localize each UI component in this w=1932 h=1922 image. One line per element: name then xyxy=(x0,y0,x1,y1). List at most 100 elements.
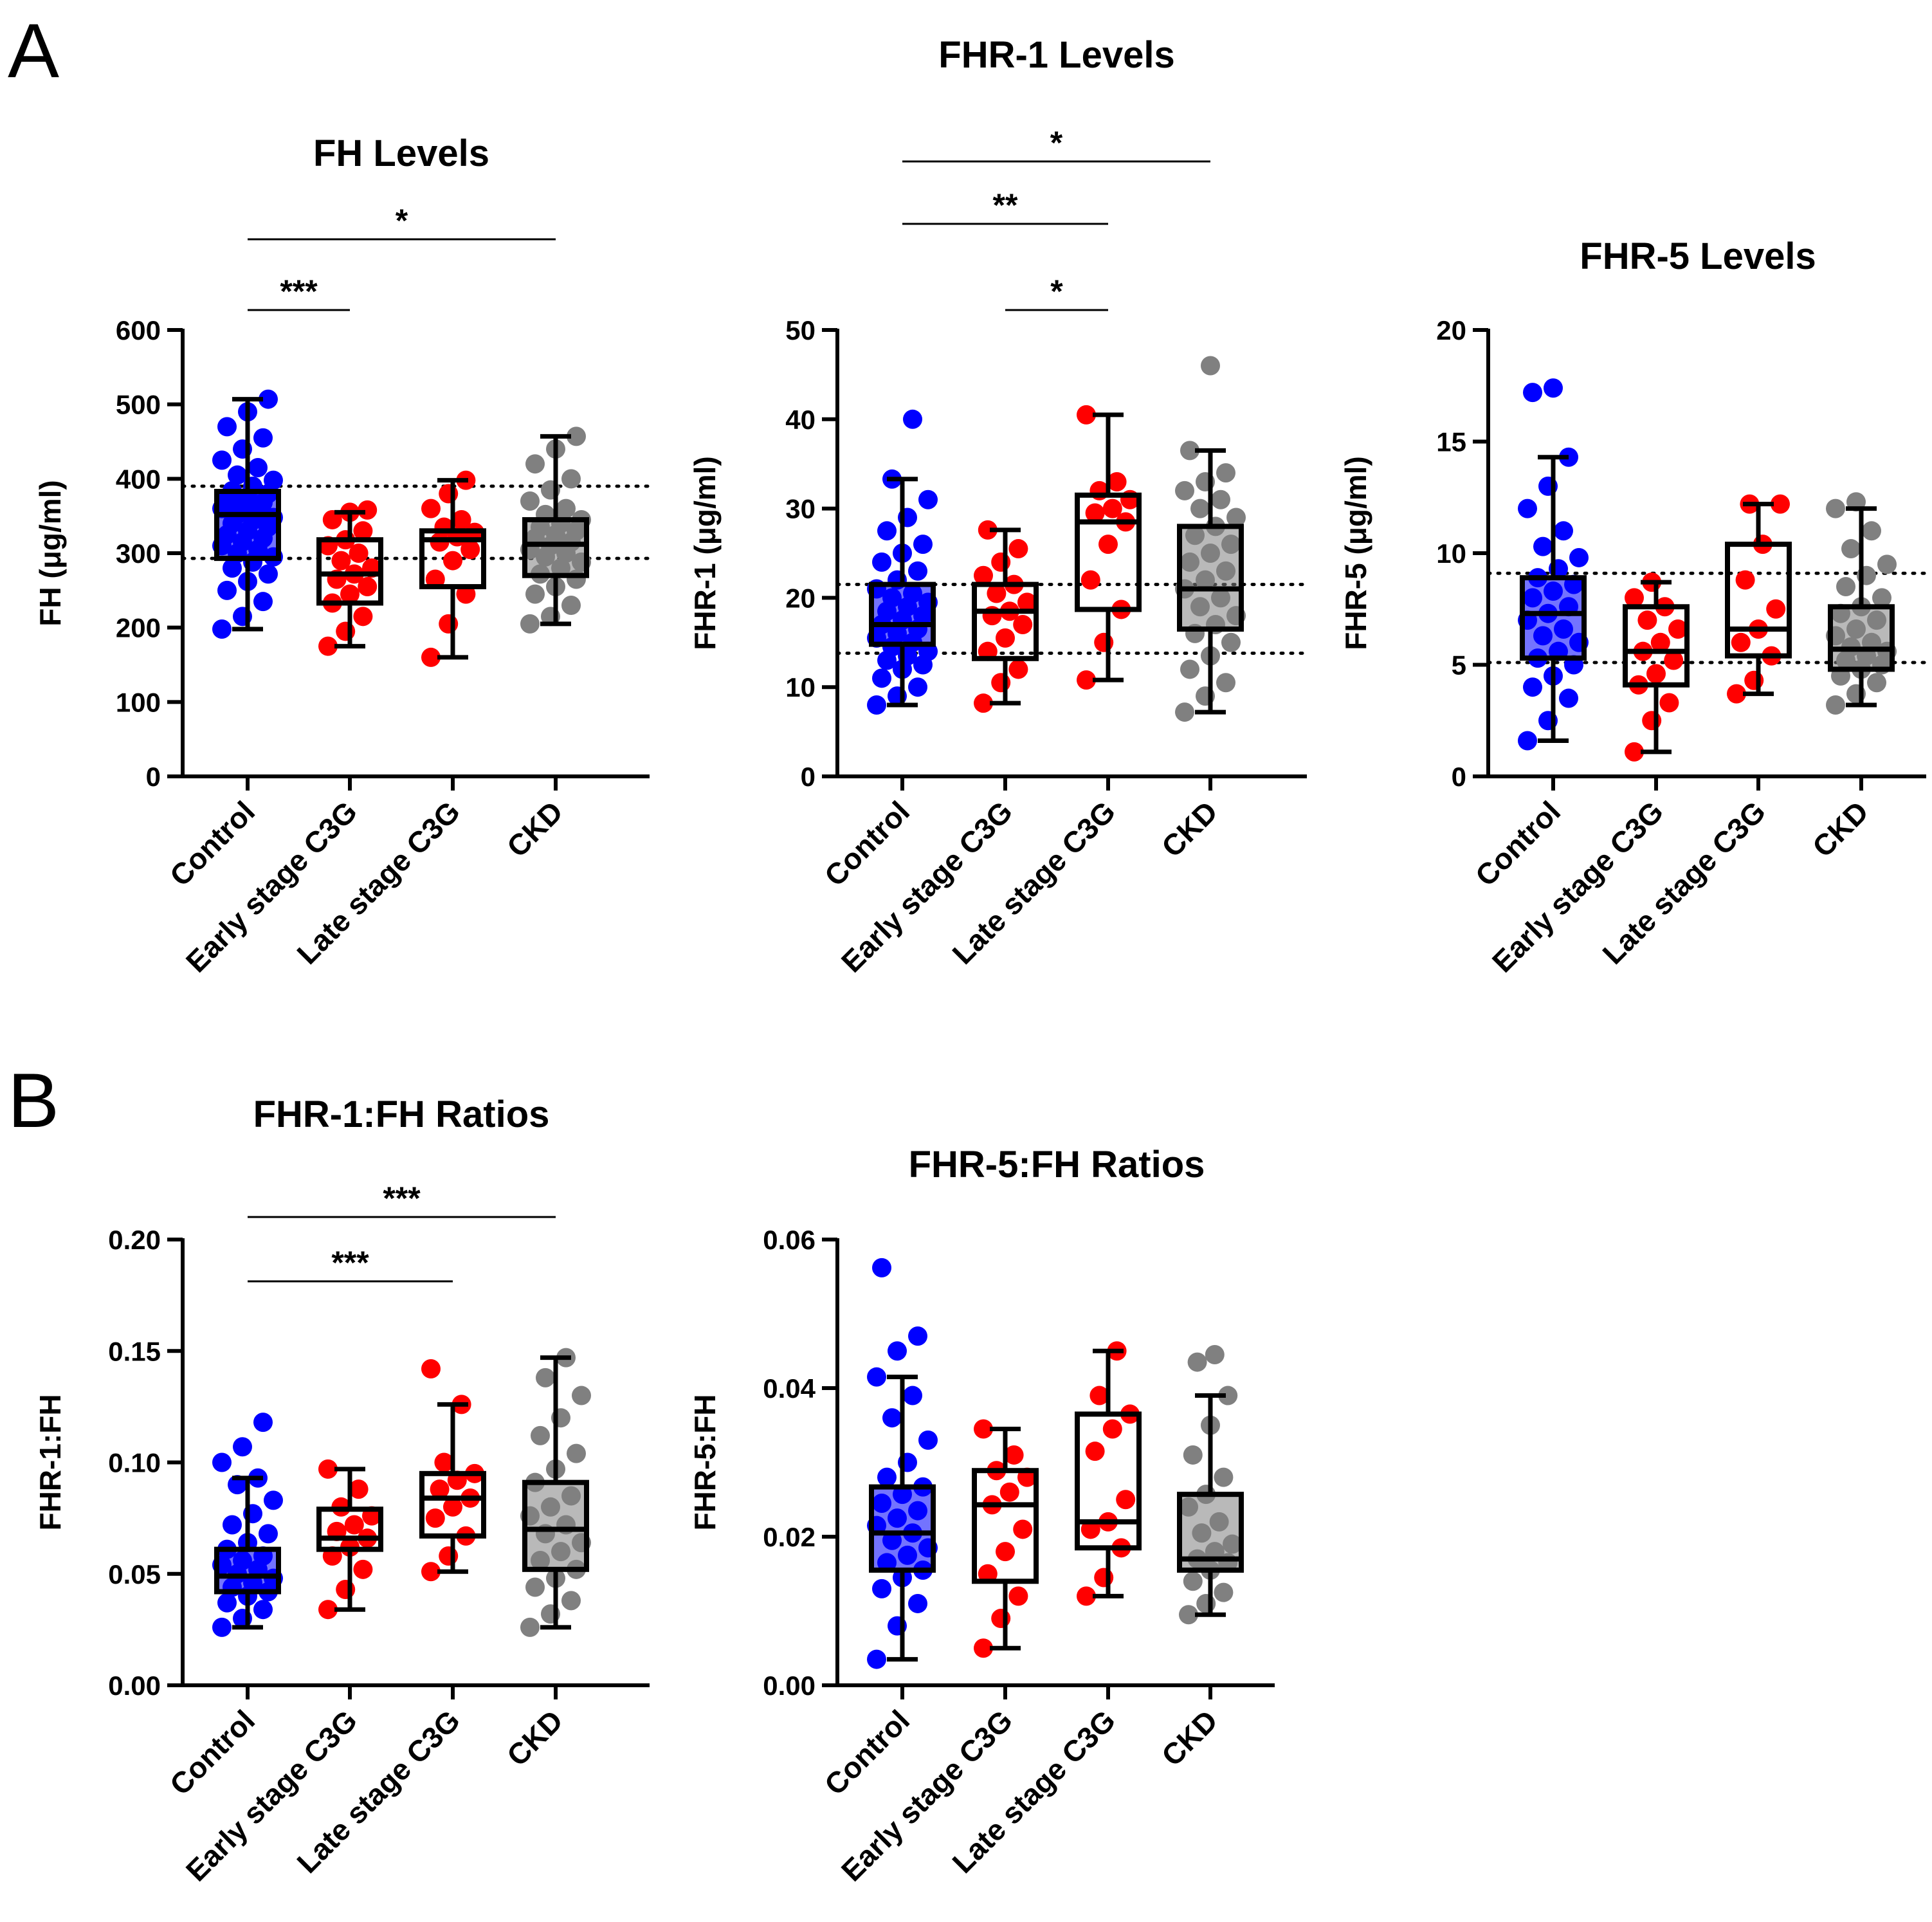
y-tick-label: 0 xyxy=(1452,762,1466,792)
data-point xyxy=(1518,731,1537,751)
data-point xyxy=(1214,1467,1234,1487)
data-point xyxy=(228,465,247,485)
y-tick-label: 100 xyxy=(116,687,161,717)
box xyxy=(1623,604,1690,688)
chart-title: FHR-1 Levels xyxy=(938,34,1174,76)
data-point xyxy=(217,417,237,437)
y-tick-label: 10 xyxy=(1436,538,1466,569)
y-tick-label: 200 xyxy=(116,613,161,643)
x-tick-label: Early stage C3G xyxy=(1486,794,1670,978)
data-point xyxy=(1080,570,1100,590)
data-point xyxy=(1731,632,1751,652)
data-point xyxy=(1569,547,1589,567)
data-point xyxy=(443,551,462,571)
series-points xyxy=(1077,405,1140,690)
box xyxy=(1075,1411,1142,1551)
data-point xyxy=(1107,471,1127,491)
data-point xyxy=(525,1577,545,1597)
data-point xyxy=(1544,378,1563,398)
y-axis-label: FH (μg/ml) xyxy=(33,480,67,626)
data-point xyxy=(1077,1586,1096,1606)
box xyxy=(419,528,486,590)
data-point xyxy=(1533,536,1553,556)
data-point xyxy=(349,1479,369,1499)
data-point xyxy=(908,677,927,697)
x-tick-label: CKD xyxy=(500,1703,569,1772)
data-point xyxy=(1183,1445,1203,1465)
series-points xyxy=(1077,1341,1140,1606)
data-point xyxy=(353,607,373,627)
data-point xyxy=(1226,508,1246,527)
significance-label: *** xyxy=(331,1245,369,1281)
data-point xyxy=(358,500,378,520)
data-point xyxy=(872,552,891,572)
data-point xyxy=(974,1419,993,1439)
data-point xyxy=(1836,577,1855,597)
data-point xyxy=(520,614,540,634)
box xyxy=(1177,524,1244,632)
data-point xyxy=(1008,1586,1028,1606)
data-point xyxy=(996,628,1015,648)
data-point xyxy=(1668,619,1688,639)
data-point xyxy=(1650,632,1670,652)
data-point xyxy=(996,1542,1015,1562)
data-point xyxy=(918,1430,938,1450)
y-tick-label: 0.00 xyxy=(108,1670,161,1701)
data-point xyxy=(451,509,471,529)
data-point xyxy=(264,470,283,490)
y-tick-label: 40 xyxy=(785,405,816,435)
box xyxy=(214,1546,281,1595)
y-tick-label: 0.00 xyxy=(763,1670,816,1701)
y-tick-label: 0 xyxy=(146,762,161,792)
y-tick-label: 15 xyxy=(1436,427,1466,457)
data-point xyxy=(212,450,232,470)
data-point xyxy=(536,1368,555,1387)
chart-fhr5-fh-ratios: FHR-5:FH Ratios FHR-5:FH 0.00 0.02 0.04 0.06 C… xyxy=(688,1144,1275,1888)
data-point xyxy=(1085,503,1105,523)
data-point xyxy=(525,454,545,474)
data-point xyxy=(1637,610,1657,630)
y-axis-label: FHR-1:FH xyxy=(33,1394,67,1530)
data-point xyxy=(1559,688,1578,708)
data-point xyxy=(1180,441,1199,461)
data-point xyxy=(1080,1519,1100,1539)
data-point xyxy=(1008,539,1028,559)
data-point xyxy=(1877,554,1897,574)
data-point xyxy=(248,457,268,477)
data-point xyxy=(867,695,886,715)
data-point xyxy=(978,1564,998,1584)
chart-title: FHR-5:FH Ratios xyxy=(909,1144,1205,1185)
data-point xyxy=(1867,673,1886,693)
y-tick-label: 5 xyxy=(1452,650,1466,681)
box xyxy=(214,488,281,562)
y-tick-label: 20 xyxy=(785,583,816,613)
data-point xyxy=(318,636,338,656)
data-point xyxy=(908,561,927,581)
data-point xyxy=(223,1515,242,1535)
data-point xyxy=(421,499,441,518)
y-tick-label: 600 xyxy=(116,315,161,345)
significance-label: * xyxy=(1050,125,1063,161)
data-point xyxy=(1771,494,1790,514)
data-point xyxy=(1625,588,1644,608)
data-point xyxy=(336,1580,356,1600)
x-tick-label: CKD xyxy=(1806,794,1875,863)
y-tick-label: 0.04 xyxy=(763,1373,816,1404)
y-tick-label: 0.10 xyxy=(108,1448,161,1478)
data-point xyxy=(223,558,242,578)
data-point xyxy=(974,1638,993,1658)
data-point xyxy=(1201,356,1220,376)
data-point xyxy=(561,469,581,489)
x-tick-label: Control xyxy=(818,1703,916,1801)
data-point xyxy=(253,1600,273,1620)
box xyxy=(522,517,589,578)
data-point xyxy=(567,426,586,446)
data-point xyxy=(872,668,891,688)
data-point xyxy=(1013,615,1033,635)
data-point xyxy=(1826,695,1845,715)
data-point xyxy=(340,584,360,604)
box xyxy=(1520,575,1587,661)
data-point xyxy=(358,577,378,597)
box xyxy=(972,1468,1039,1584)
